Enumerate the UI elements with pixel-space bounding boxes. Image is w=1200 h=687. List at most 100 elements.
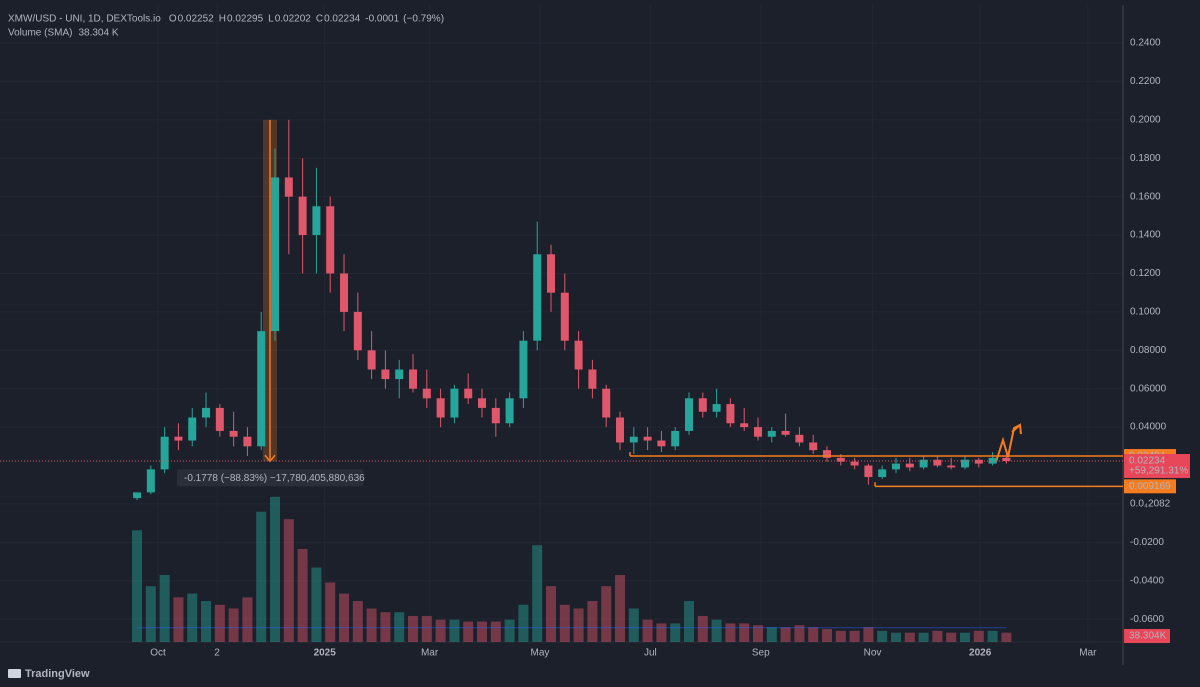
x-tick-label: Jul (644, 648, 657, 659)
candle-body (422, 388, 431, 399)
legend-change-pct: (−0.79%) (403, 14, 444, 25)
candle-body (960, 459, 969, 468)
volume-bar (932, 630, 943, 642)
volume-bar (256, 511, 267, 642)
candle-body (229, 430, 238, 437)
volume-bar (325, 582, 336, 642)
y-tick-label: 0.1400 (1130, 230, 1161, 241)
volume-bar (173, 597, 184, 642)
candle-body (1002, 457, 1011, 462)
brand-logo (8, 669, 21, 678)
candle-body (381, 369, 390, 380)
candle-body (505, 398, 514, 424)
candle-body (685, 398, 694, 431)
volume-bar (822, 628, 833, 642)
candle-body (491, 407, 500, 424)
candle-body (809, 442, 818, 451)
symbol: XMW/USD - UNI, 1D, DEXTools.io (8, 14, 161, 25)
volume-bar (863, 627, 874, 642)
candle-body (560, 292, 569, 341)
volume-bar (946, 632, 957, 642)
candle-body (202, 407, 211, 418)
volume-bar (297, 548, 308, 642)
volume-bar (739, 623, 750, 642)
level-label: 0.009169 (1129, 481, 1171, 492)
candle-body (312, 206, 321, 236)
candle-body (836, 457, 845, 462)
measure-label: -0.1778 (−88.83%) −17,780,405,880,636 (184, 473, 365, 484)
volume-bar (959, 632, 970, 642)
y-tick-label: 0.1000 (1130, 307, 1161, 318)
candle-body (133, 492, 142, 499)
x-tick-label: 2 (214, 648, 220, 659)
candle-body (740, 423, 749, 428)
candle-body (767, 430, 776, 437)
volume-bar (642, 619, 653, 642)
candle-body (284, 177, 293, 197)
x-tick-label: Nov (864, 648, 882, 659)
candle-body (947, 465, 956, 468)
x-tick-label: Mar (421, 648, 439, 659)
x-tick-label: 2026 (969, 648, 992, 659)
volume-bar (587, 601, 598, 642)
volume-bar (684, 601, 695, 642)
x-tick-label: 2025 (314, 648, 337, 659)
last-price-label: 0.02234 (1129, 456, 1166, 467)
volume-bar (670, 623, 681, 642)
y-tick-label: 0.2400 (1130, 38, 1161, 49)
candle-body (450, 388, 459, 418)
legend-key: C (316, 14, 323, 25)
legend-value: 0.02295 (227, 14, 264, 25)
x-tick-label: Mar (1079, 648, 1097, 659)
y-tick-label: -0.0600 (1130, 614, 1164, 625)
volume-bar (408, 615, 419, 642)
volume-bar (159, 574, 170, 642)
candle-body (533, 254, 542, 341)
legend-change: -0.0001 (365, 14, 399, 25)
candle-body (891, 463, 900, 470)
volume-bar (656, 623, 667, 642)
candle-body (257, 331, 266, 447)
candle-body (933, 459, 942, 466)
legend-value: 0.02202 (275, 14, 312, 25)
candle-body (864, 465, 873, 478)
volume-bar (753, 625, 764, 642)
candle-body (353, 311, 362, 351)
volume-bar (890, 632, 901, 642)
volume-bar (270, 496, 281, 642)
volume-sma-value: 38.304 K (78, 28, 118, 39)
volume-bar (449, 619, 460, 642)
volume-label-bg (1124, 629, 1170, 643)
volume-bar (697, 615, 708, 642)
x-tick-label: Oct (150, 648, 166, 659)
measure-label-bg (177, 469, 363, 487)
last-price-change: +59,291.31% (1129, 466, 1188, 477)
volume-bar (242, 597, 253, 642)
volume-bar (490, 621, 501, 642)
candle-body (395, 369, 404, 380)
candle-body (795, 434, 804, 443)
candle-body (146, 469, 155, 493)
candle-body (298, 196, 307, 236)
volume-bar (435, 619, 446, 642)
volume-bar (366, 608, 377, 642)
candle-body (712, 404, 721, 412)
volume-bar (601, 586, 612, 642)
y-tick-label: 0.06000 (1130, 383, 1167, 394)
legend-value: 0.02234 (324, 14, 361, 25)
candle-body (878, 469, 887, 478)
volume-bar (352, 601, 363, 642)
candle-body (823, 450, 832, 458)
candle-body (919, 459, 928, 468)
legend-key: L (268, 14, 274, 25)
candle-body (367, 350, 376, 370)
candle-body (781, 430, 790, 435)
volume-bar (380, 612, 391, 642)
candle-body (326, 206, 335, 274)
candle-body (616, 417, 625, 443)
y-tick-label: 0.2200 (1130, 76, 1161, 87)
candle-body (243, 436, 252, 447)
candle-body (588, 369, 597, 389)
candle-body (215, 407, 224, 431)
